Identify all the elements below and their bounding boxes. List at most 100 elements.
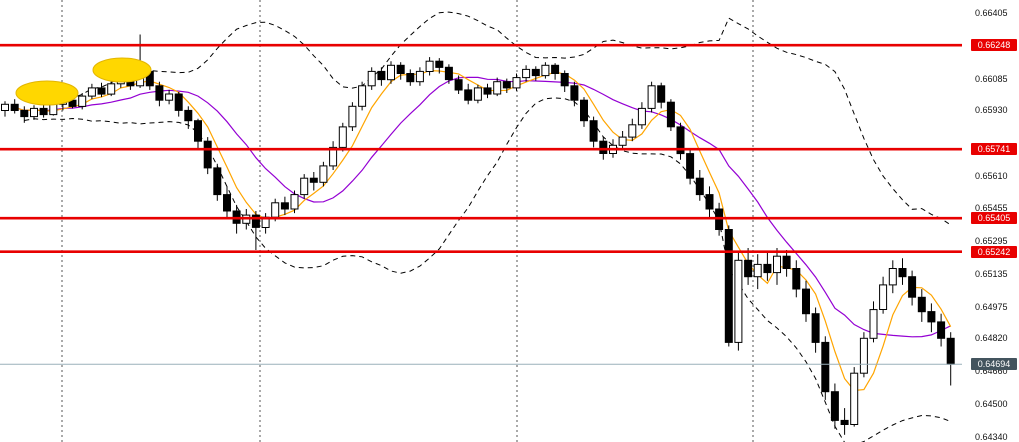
candle-body	[20, 109, 29, 118]
price-axis-label: 0.64500	[975, 399, 1008, 409]
candle-body	[850, 372, 859, 426]
candle-body	[599, 140, 608, 154]
candle-body	[531, 68, 540, 77]
price-chart-svg[interactable]	[0, 0, 962, 442]
candle-body	[309, 177, 318, 183]
candle-body	[512, 77, 521, 89]
candle-body	[165, 93, 174, 101]
candle-body	[763, 263, 772, 274]
candle-body	[570, 85, 579, 101]
candle-body	[859, 337, 868, 374]
candle-body	[435, 60, 444, 68]
candle-body	[387, 64, 395, 81]
price-axis-label: 0.66085	[975, 73, 1008, 84]
highlight-ellipse[interactable]	[15, 80, 79, 106]
price-axis-label: 0.65610	[975, 171, 1008, 182]
candle-body	[840, 419, 849, 425]
candle-body	[280, 202, 289, 210]
bollinger-lower-band	[24, 97, 951, 442]
price-axis-label: 0.65295	[975, 235, 1008, 246]
candle-body	[502, 81, 511, 89]
candle-body	[705, 194, 714, 210]
candle-body	[184, 109, 193, 122]
candle-body	[10, 103, 19, 112]
candle-body	[396, 64, 405, 75]
candle-body	[946, 337, 955, 365]
price-axis-label: 0.64660	[975, 366, 1008, 377]
candle-body	[647, 85, 656, 109]
candle-body	[425, 60, 434, 73]
candle-body	[290, 194, 299, 210]
candle-body	[454, 79, 463, 91]
level-price-badge: 0.65405	[971, 212, 1017, 225]
price-axis-label: 0.65930	[975, 105, 1008, 116]
price-axis-label: 0.64340	[975, 431, 1008, 442]
candle-body	[493, 81, 502, 95]
candle-body	[589, 120, 598, 142]
candle-body	[348, 105, 357, 128]
candle-body	[869, 309, 878, 339]
ma-slow-line	[14, 76, 951, 338]
candle-body	[888, 268, 897, 286]
candle-body	[251, 214, 260, 228]
candle-body	[522, 68, 531, 79]
candle-body	[830, 391, 839, 421]
candle-body	[377, 70, 386, 81]
current-price-badge: 0.64694	[971, 358, 1017, 371]
candle-body	[194, 120, 202, 142]
candle-body	[300, 177, 309, 196]
candle-body	[406, 73, 415, 83]
level-price-badge: 0.66248	[971, 39, 1017, 52]
price-axis-label: 0.65455	[975, 203, 1008, 213]
price-axis-label: 0.66405	[975, 7, 1008, 18]
candle-body	[908, 276, 917, 298]
price-axis[interactable]: 0.66405 0.66085 0.65930 0.65610 0.65455 0.652…	[962, 0, 1019, 442]
candle-body	[937, 321, 946, 339]
level-price-badge: 0.65242	[971, 245, 1017, 258]
candle-body	[213, 167, 222, 196]
candle-body	[618, 136, 627, 146]
candle-body	[753, 263, 762, 278]
candle-body	[473, 87, 482, 101]
price-axis-label: 0.64975	[975, 301, 1008, 312]
level-price-badge: 0.65741	[971, 143, 1017, 156]
candle-body	[203, 140, 212, 169]
candle-body	[338, 126, 347, 148]
candle-body	[329, 146, 338, 167]
candle-body	[155, 85, 164, 101]
candle-body	[358, 85, 367, 107]
candle-body	[821, 341, 830, 393]
candle-body	[223, 194, 231, 212]
candle-body	[551, 64, 560, 75]
candle-body	[773, 255, 781, 274]
candle-body	[560, 73, 569, 87]
candle-body	[744, 259, 753, 278]
candle-body	[580, 99, 588, 122]
candle-body	[319, 165, 328, 183]
candle-body	[107, 83, 116, 95]
candle-body	[917, 296, 926, 313]
candles-layer	[1, 34, 955, 435]
candle-body	[879, 284, 888, 310]
candle-body	[792, 268, 801, 290]
candle-body	[1, 103, 9, 112]
candle-body	[87, 87, 96, 97]
candle-body	[174, 93, 183, 111]
candle-body	[898, 268, 907, 278]
candle-body	[97, 87, 106, 95]
highlight-ellipse[interactable]	[92, 57, 152, 83]
price-axis-label: 0.65135	[975, 268, 1008, 279]
candle-body	[39, 107, 48, 116]
chart-canvas[interactable]	[0, 0, 962, 442]
candle-body	[686, 153, 695, 179]
candle-body	[666, 101, 675, 128]
candle-body	[541, 64, 550, 77]
candle-body	[464, 89, 473, 101]
candle-body	[724, 229, 733, 343]
candle-body	[802, 288, 810, 315]
candle-body	[367, 70, 376, 87]
candle-body	[657, 85, 666, 103]
candle-body	[782, 255, 791, 270]
candle-body	[811, 313, 820, 343]
candle-body	[30, 107, 38, 118]
